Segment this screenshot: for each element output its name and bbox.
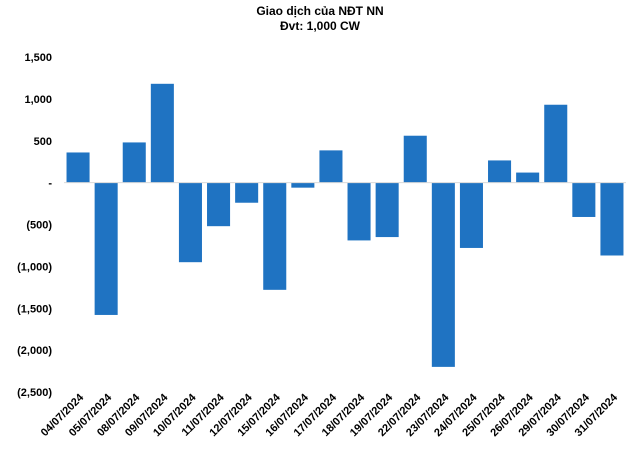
y-tick-label: -: [48, 178, 52, 190]
bar-04-07-2024: [66, 152, 90, 183]
bar-05-07-2024: [94, 182, 118, 315]
bar-22-07-2024: [403, 135, 427, 183]
bar-24-07-2024: [459, 182, 483, 248]
bar-08-07-2024: [122, 142, 146, 183]
y-axis: 1,500 1,000 500 - (500) (1,000) (1,500) (2,000)…: [17, 52, 52, 399]
bar-09-07-2024: [150, 83, 174, 183]
bar-19-07-2024: [375, 182, 399, 238]
bar-17-07-2024: [319, 150, 343, 183]
bar-10-07-2024: [178, 182, 202, 263]
y-tick-label: (2,500): [17, 387, 52, 399]
chart-title: Giao dịch của NĐT NN: [256, 4, 384, 18]
chart-subtitle: Đvt: 1,000 CW: [279, 19, 361, 33]
y-tick-label: (2,000): [17, 345, 52, 357]
x-axis: 04/07/202405/07/202408/07/202409/07/2024…: [39, 391, 621, 439]
bar-12-07-2024: [235, 182, 259, 203]
y-tick-label: (1,500): [17, 303, 52, 315]
bar-31-07-2024: [600, 182, 624, 256]
y-tick-label: (1,000): [17, 261, 52, 273]
bar-30-07-2024: [572, 182, 596, 217]
bar-16-07-2024: [291, 182, 315, 188]
bar-18-07-2024: [347, 182, 371, 241]
bar-26-07-2024: [516, 172, 540, 183]
bars: [66, 83, 624, 367]
y-tick-label: 1,500: [24, 52, 52, 64]
y-tick-label: 1,000: [24, 94, 52, 106]
y-tick-label: 500: [34, 136, 52, 148]
y-tick-label: (500): [26, 220, 52, 232]
bar-15-07-2024: [263, 182, 287, 290]
chart-titles: Giao dịch của NĐT NN Đvt: 1,000 CW: [0, 4, 640, 34]
bar-11-07-2024: [207, 182, 231, 227]
bar-25-07-2024: [488, 160, 512, 183]
bar-23-07-2024: [431, 182, 455, 367]
bar-29-07-2024: [544, 104, 568, 183]
